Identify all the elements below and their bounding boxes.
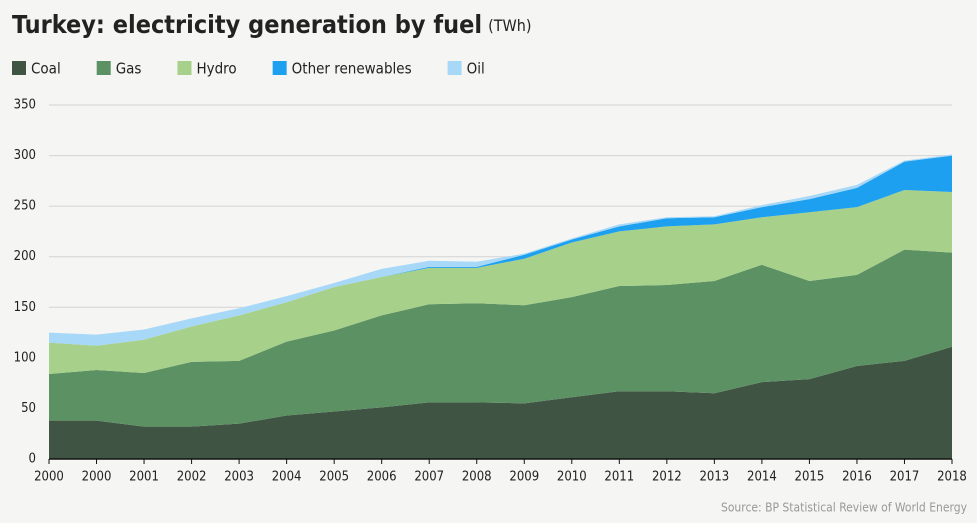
x-tick-label: 2018 [937, 470, 967, 485]
legend-swatch [272, 61, 287, 75]
x-tick-label: 2004 [272, 470, 302, 485]
legend-label: Hydro [196, 60, 236, 78]
chart-title: Turkey: electricity generation by fuel (T… [12, 10, 532, 39]
y-tick-label: 0 [29, 452, 36, 467]
x-tick-label: 2005 [319, 470, 349, 485]
x-tick-label: 2010 [557, 470, 587, 485]
x-tick-label: 2009 [509, 470, 539, 485]
legend-swatch [96, 61, 111, 75]
legend-swatch [12, 61, 26, 75]
x-tick-label: 2015 [795, 470, 825, 485]
y-tick-label: 50 [21, 401, 36, 416]
legend-label: Gas [116, 60, 142, 78]
x-tick-label: 2002 [177, 470, 207, 485]
x-tick-label: 2016 [842, 470, 872, 485]
x-tick-label: 2017 [890, 470, 920, 485]
area [49, 189, 952, 375]
x-tick-label: 2012 [652, 470, 682, 485]
area [49, 346, 952, 459]
source: Source: BP Statistical Review of World E… [721, 501, 968, 515]
legend-label: Oil [467, 60, 485, 78]
x-tick-label: 2013 [699, 470, 729, 485]
x-tick-label: 2011 [604, 470, 634, 485]
y-tick-label: 150 [14, 300, 36, 315]
y-tick-label: 300 [14, 148, 36, 163]
x-tick-label: 2007 [414, 470, 444, 485]
title: Turkey: electricity generation by fuel [12, 10, 482, 39]
unit: (TWh) [488, 16, 531, 35]
y-tick-label: 200 [14, 249, 36, 264]
x-tick-label: 2001 [129, 470, 159, 485]
x-tick-label: 2008 [462, 470, 492, 485]
legend-swatch [447, 61, 462, 75]
y-tick-label: 350 [14, 98, 36, 113]
area [49, 249, 952, 427]
x-tick-label: 2006 [367, 470, 397, 485]
x-tick-label: 2014 [747, 470, 777, 485]
y-tick-label: 100 [14, 350, 36, 365]
x-tick-label: 2003 [224, 470, 254, 485]
y-tick-label: 250 [14, 199, 36, 214]
legend-label: Other renewables [292, 60, 412, 78]
x-tick-label: 2000 [82, 470, 112, 485]
legend-swatch [177, 61, 192, 75]
legend-label: Coal [31, 60, 61, 78]
x-tick-label: 2000 [34, 470, 64, 485]
